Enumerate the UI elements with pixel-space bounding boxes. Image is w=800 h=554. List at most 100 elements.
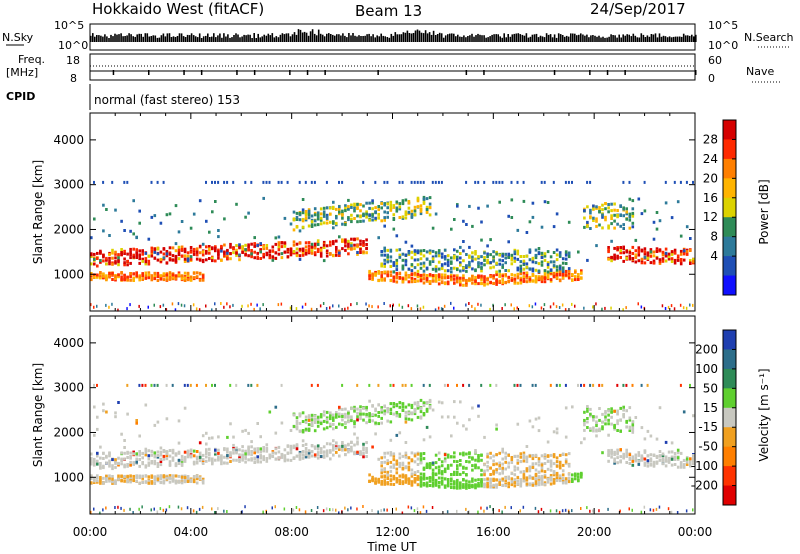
nsky-bar (148, 36, 151, 42)
power-echo-cell (99, 259, 102, 262)
velocity-echo-cell (389, 469, 393, 473)
velocity-echo-cell (217, 448, 220, 452)
power-echo-cell (135, 236, 138, 240)
velocity-echo-cell (522, 459, 526, 463)
power-echo-cell (335, 248, 338, 252)
velocity-echo-cell (525, 469, 529, 473)
power-echo-cell (171, 254, 175, 258)
power-echo-cell (338, 235, 341, 239)
power-echo-cell (564, 253, 568, 257)
power-echo-cell (102, 255, 105, 259)
power-echo-cell (229, 305, 231, 309)
power-echo-cell (186, 255, 190, 259)
velocity-echo-cell (380, 509, 382, 513)
velocity-echo-cell (304, 442, 308, 446)
velocity-echo-cell (198, 451, 202, 455)
power-echo-cell (604, 215, 607, 219)
velocity-echo-cell (519, 509, 521, 513)
velocity-echo-cell (534, 481, 538, 485)
power-echo-cell (335, 221, 338, 225)
velocity-echo-cell (362, 412, 365, 416)
velocity-echo-cell (419, 452, 423, 456)
nsky-bar (297, 29, 300, 42)
power-echo-cell (307, 244, 311, 248)
velocity-echo-cell (471, 406, 474, 410)
velocity-echo-cell (531, 466, 535, 469)
velocity-echo-cell (96, 451, 99, 455)
power-echo-cell (422, 305, 425, 309)
velocity-echo-cell (486, 460, 489, 464)
velocity-echo-cell (652, 464, 656, 468)
power-echo-cell (304, 218, 308, 222)
velocity-echo-cell (168, 480, 172, 484)
velocity-echo-cell (268, 456, 272, 460)
power-echo-cell (322, 212, 326, 216)
power-echo-cell (135, 253, 138, 257)
velocity-echo-cell (555, 427, 559, 431)
velocity-echo-cell (558, 510, 561, 514)
velocity-echo-cell (156, 383, 159, 387)
power-echo-cell (244, 180, 247, 184)
velocity-echo-cell (353, 407, 356, 411)
nsky-bar (154, 35, 157, 42)
nsky-bar (535, 33, 538, 42)
nsky-bar (307, 35, 310, 42)
nsky-bar (551, 37, 554, 42)
power-echo-cell (177, 257, 181, 261)
power-echo-cell (392, 213, 396, 217)
velocity-echo-cell (462, 424, 465, 428)
velocity-echo-cell (628, 416, 632, 420)
velocity-echo-cell (356, 407, 359, 411)
power-echo-cell (510, 216, 514, 219)
velocity-echo-cell (332, 413, 335, 417)
velocity-echo-cell (195, 461, 199, 465)
power-echo-cell (685, 250, 689, 254)
power-echo-cell (174, 254, 178, 258)
power-echo-cell (268, 256, 272, 260)
power-echo-cell (192, 303, 195, 307)
power-echo-cell (531, 279, 535, 283)
velocity-echo-cell (413, 454, 417, 458)
velocity-echo-cell (383, 404, 386, 408)
nsky-bar (404, 32, 407, 42)
power-echo-cell (522, 259, 526, 263)
power-echo-cell (126, 263, 129, 267)
velocity-echo-cell (401, 480, 405, 484)
velocity-echo-cell (129, 455, 132, 458)
power-echo-cell (395, 200, 399, 204)
velocity-echo-cell (395, 461, 399, 465)
velocity-echo-cell (422, 475, 426, 479)
power-echo-cell (301, 208, 305, 212)
nsky-bar (565, 35, 568, 42)
velocity-echo-cell (244, 460, 247, 464)
nsky-bar (158, 37, 161, 42)
power-echo-cell (310, 242, 314, 246)
velocity-echo-cell (332, 444, 335, 448)
power-echo-cell (265, 252, 269, 256)
power-echo-cell (256, 255, 259, 259)
velocity-echo-cell (395, 411, 399, 414)
power-echo-cell (443, 276, 447, 280)
velocity-echo-cell (416, 470, 420, 473)
power-echo-cell (183, 279, 187, 282)
velocity-echo-cell (483, 435, 486, 439)
power-echo-cell (301, 225, 305, 229)
power-echo-cell (347, 205, 350, 209)
power-echo-cell (186, 257, 190, 261)
power-echo-cell (316, 215, 320, 219)
power-echo-cell (652, 237, 656, 241)
power-echo-cell (162, 247, 166, 251)
velocity-echo-cell (685, 509, 688, 513)
nsky-bar (588, 37, 590, 42)
power-echo-cell (253, 242, 256, 246)
power-echo-cell (434, 276, 438, 280)
velocity-echo-cell (316, 451, 320, 455)
power-echo-cell (123, 263, 126, 267)
power-echo-cell (174, 276, 178, 280)
velocity-echo-cell (241, 429, 244, 433)
power-echo-cell (147, 254, 151, 258)
velocity-echo-cell (271, 506, 273, 510)
power-echo-cell (165, 213, 169, 217)
velocity-echo-cell (195, 481, 199, 485)
velocity-echo-cell (138, 450, 141, 454)
